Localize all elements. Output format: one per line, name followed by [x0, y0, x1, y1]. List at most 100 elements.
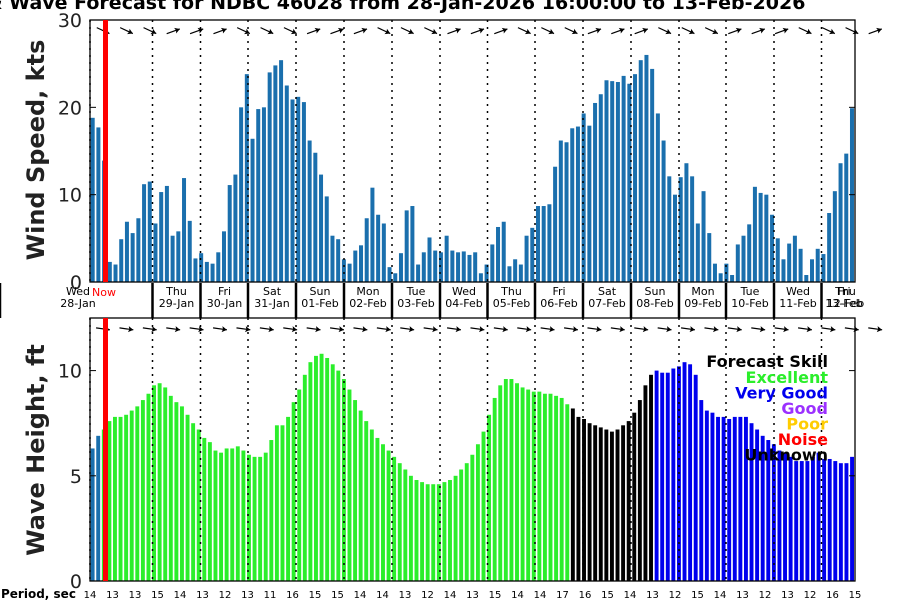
bar [507, 266, 512, 282]
bar [159, 192, 164, 282]
bar [633, 74, 638, 283]
bar [324, 196, 329, 282]
period-value: 14 [174, 590, 187, 600]
bar [90, 448, 95, 581]
period-value: 14 [354, 590, 367, 600]
date-label: 05-Feb [493, 297, 530, 310]
bar [250, 138, 255, 282]
bar [547, 204, 552, 282]
day-of-week-label: Sun [310, 285, 331, 298]
direction-arrow [610, 326, 625, 333]
day-of-week-label: Sun [645, 285, 666, 298]
direction-arrow [611, 27, 625, 35]
bar [370, 187, 375, 282]
bar [621, 425, 626, 581]
direction-arrow [517, 326, 532, 333]
bar [758, 192, 763, 282]
direction-arrow [470, 326, 485, 333]
bar [473, 252, 478, 282]
bar [157, 383, 162, 581]
bar [182, 178, 187, 282]
period-value: 14 [624, 590, 637, 600]
direction-arrow [283, 326, 298, 333]
bar [501, 221, 506, 282]
bar [364, 421, 369, 581]
bar [274, 425, 279, 581]
bar [627, 83, 632, 282]
period-value: 13 [241, 590, 254, 600]
bar [490, 244, 495, 282]
date-label: 30-Jan [207, 297, 243, 310]
bar [136, 218, 141, 282]
period-value: 16 [826, 590, 839, 600]
bar [263, 452, 268, 581]
bar [688, 364, 693, 581]
bar [330, 235, 335, 282]
bar [330, 364, 335, 581]
date-label: 04-Feb [445, 297, 482, 310]
day-of-week-label: Thu [165, 285, 187, 298]
bar [256, 109, 261, 282]
direction-arrow [797, 326, 813, 333]
period-value: 15 [151, 590, 164, 600]
bar [787, 243, 792, 282]
direction-arrow [658, 27, 672, 35]
bar [450, 250, 455, 282]
bar [416, 264, 421, 282]
bar [420, 482, 425, 581]
bar [788, 456, 793, 581]
bar [196, 429, 201, 581]
y-tick-label: 30 [58, 10, 82, 32]
bar [129, 410, 134, 581]
bar [421, 252, 426, 282]
bar [456, 252, 461, 282]
bar [436, 484, 441, 581]
bar [252, 456, 257, 581]
bar [341, 259, 346, 282]
bar [269, 440, 274, 581]
bar [604, 80, 609, 282]
bar [721, 416, 726, 581]
chart-title: & Wave Forecast for NDBC 46028 from 28-J… [0, 0, 805, 14]
direction-arrow [587, 326, 602, 333]
direction-arrow [681, 27, 695, 35]
bar [747, 224, 752, 282]
bar [695, 223, 700, 282]
direction-arrow [821, 27, 836, 35]
bar [743, 416, 748, 581]
legend-item: Noise [778, 430, 828, 449]
bar [313, 152, 318, 282]
direction-arrows [96, 27, 883, 35]
bar [475, 444, 480, 581]
bar [693, 374, 698, 581]
direction-arrow [494, 27, 508, 35]
direction-arrow [166, 326, 181, 333]
bar [587, 125, 592, 282]
date-label: 31-Jan [254, 297, 290, 310]
direction-arrow [634, 27, 649, 35]
direction-arrow [657, 326, 672, 333]
bar [576, 416, 581, 581]
bar [442, 482, 447, 581]
bar [587, 423, 592, 581]
bar [459, 469, 464, 581]
bar [821, 254, 826, 282]
day-of-week-label: Fri [552, 285, 565, 298]
bar [621, 75, 626, 282]
bar [643, 385, 648, 581]
bar [199, 253, 204, 282]
period-value: 12 [219, 590, 232, 600]
bar [230, 448, 235, 581]
direction-arrow [728, 27, 742, 35]
bar [738, 416, 743, 581]
bar [565, 404, 570, 581]
bar [833, 461, 838, 581]
bar [464, 463, 469, 581]
bar [369, 429, 374, 581]
direction-arrow [868, 27, 883, 35]
bar [638, 60, 643, 282]
y-tick-label: 10 [58, 361, 82, 383]
direction-arrow [774, 27, 789, 35]
bar [570, 128, 575, 282]
bar [247, 454, 251, 581]
